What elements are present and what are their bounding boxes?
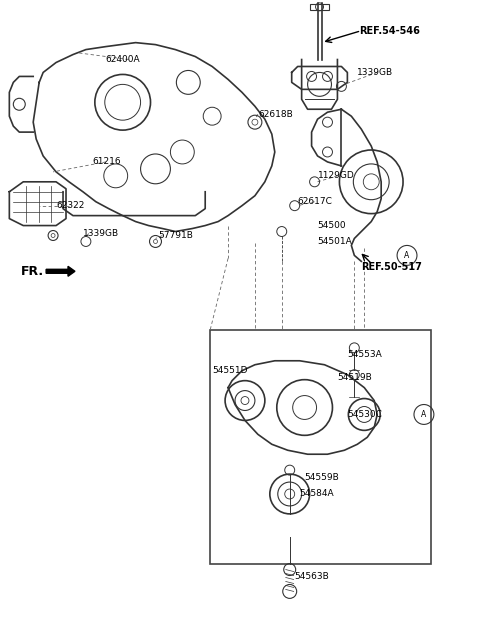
Text: 54500: 54500 [318,221,346,230]
Text: 54553A: 54553A [348,350,382,359]
Text: A: A [421,410,427,419]
Text: 62322: 62322 [56,201,84,210]
Text: 1339GB: 1339GB [83,229,119,238]
Text: 62618B: 62618B [258,110,293,119]
Text: 57791B: 57791B [158,231,193,240]
Text: REF.54-546: REF.54-546 [360,26,420,36]
Text: 1129GD: 1129GD [318,171,354,180]
Bar [210,330,431,564]
Text: 54501A: 54501A [318,237,352,246]
Text: 54584A: 54584A [300,489,334,498]
Bar [310,4,329,10]
Text: 61216: 61216 [93,158,121,167]
Text: A: A [405,251,409,260]
Text: 54563B: 54563B [295,572,329,581]
Text: 62400A: 62400A [106,55,141,64]
Text: 54551D: 54551D [212,367,248,376]
Text: 62617C: 62617C [298,197,333,206]
Text: FR.: FR. [21,265,44,278]
Text: 54559B: 54559B [305,473,339,482]
Text: 54519B: 54519B [337,373,372,382]
FancyArrow shape [46,266,75,276]
Text: 1339GB: 1339GB [357,68,394,77]
Text: REF.50-517: REF.50-517 [361,262,422,273]
Text: 54530C: 54530C [348,410,382,419]
